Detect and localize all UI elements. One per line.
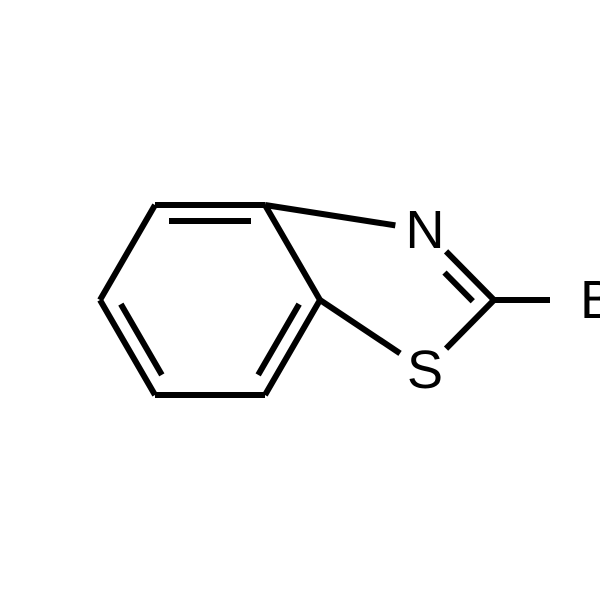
bond [265, 205, 320, 300]
molecule-diagram: N S Br [0, 0, 600, 600]
bond [446, 251, 494, 300]
bond [320, 300, 400, 353]
bond [121, 304, 162, 375]
atom-label-br: Br [580, 270, 600, 330]
atom-label-s: S [407, 340, 443, 400]
bond [265, 205, 395, 225]
atom-label-n: N [406, 200, 445, 260]
bond [446, 300, 494, 349]
bond [258, 304, 299, 375]
bond [100, 205, 155, 300]
